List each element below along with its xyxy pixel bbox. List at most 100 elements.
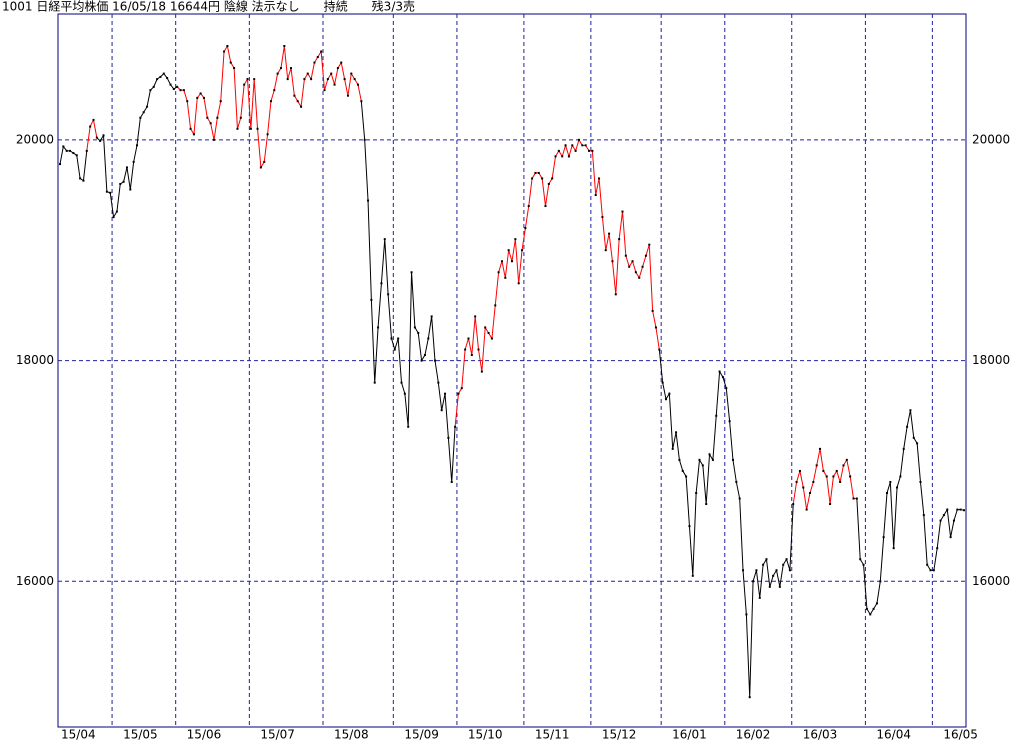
y-tick-label: 20000 [16,132,54,146]
data-point [293,94,296,97]
data-point [132,160,135,163]
data-point [835,469,838,472]
data-point [852,497,855,500]
x-tick-label: 15/10 [468,728,503,742]
data-point [819,447,822,450]
data-point [952,519,955,522]
data-point [323,89,326,92]
data-point [588,149,591,152]
x-tick-label: 16/03 [803,728,838,742]
data-point [136,144,139,147]
data-point [367,199,370,202]
data-point [417,331,420,334]
data-point [577,138,580,141]
data-point [129,188,132,191]
data-point [112,216,115,219]
data-point [229,61,232,64]
data-point [62,145,65,148]
data-point [541,177,544,180]
data-point [109,191,112,194]
data-point [146,105,149,108]
data-point [192,133,195,136]
data-point [902,447,905,450]
data-point [554,155,557,158]
data-point [89,125,92,128]
data-point [544,205,547,208]
data-point [497,271,500,274]
data-point [946,508,949,511]
data-point [524,227,527,230]
data-point [768,585,771,588]
data-point [561,155,564,158]
data-point [594,194,597,197]
data-point [467,337,470,340]
data-point [75,154,78,157]
data-point [896,486,899,489]
data-point [591,149,594,152]
data-point [601,216,604,219]
data-point [460,387,463,390]
data-point [685,475,688,478]
data-point [216,116,219,119]
data-point [755,569,758,572]
data-point [507,249,510,252]
data-point [822,469,825,472]
data-point [159,75,162,78]
data-point [169,83,172,86]
data-point [879,580,882,583]
data-point [949,536,952,539]
data-point [447,436,450,439]
data-point [283,45,286,48]
data-point [393,348,396,351]
data-point [517,282,520,285]
data-point [832,475,835,478]
data-point [547,182,550,185]
data-point [574,149,577,152]
data-point [457,392,460,395]
data-point [855,497,858,500]
data-point [179,89,182,92]
data-point [798,469,801,472]
data-point [785,558,788,561]
data-point [567,155,570,158]
data-point [420,359,423,362]
data-point [795,480,798,483]
data-point [176,85,179,88]
data-point [59,163,61,166]
data-point [531,177,534,180]
y-tick-label: 16000 [972,574,1010,588]
data-point [621,210,624,213]
data-point [162,72,165,75]
data-point [728,420,731,423]
data-point [698,458,701,461]
data-point [370,298,373,301]
data-point [350,72,353,75]
data-point [256,127,259,130]
data-point [584,144,587,147]
data-point [521,249,524,252]
data-point [72,152,75,155]
data-point [390,337,393,340]
data-point [102,134,105,137]
data-point [340,61,343,64]
data-point [233,67,236,70]
data-point [306,72,309,75]
data-point [346,94,349,97]
data-point [815,464,818,467]
data-point [735,480,738,483]
data-point [641,265,644,268]
data-point [537,171,540,174]
y-tick-label: 18000 [16,353,54,367]
data-point [628,265,631,268]
data-point [65,149,68,152]
data-point [762,563,765,566]
data-point [149,89,152,92]
data-point [875,602,878,605]
data-point [598,177,601,180]
data-point [691,574,694,577]
data-point [882,536,885,539]
data-point [802,486,805,489]
data-point [487,331,490,334]
data-point [869,613,872,616]
data-point [926,563,929,566]
